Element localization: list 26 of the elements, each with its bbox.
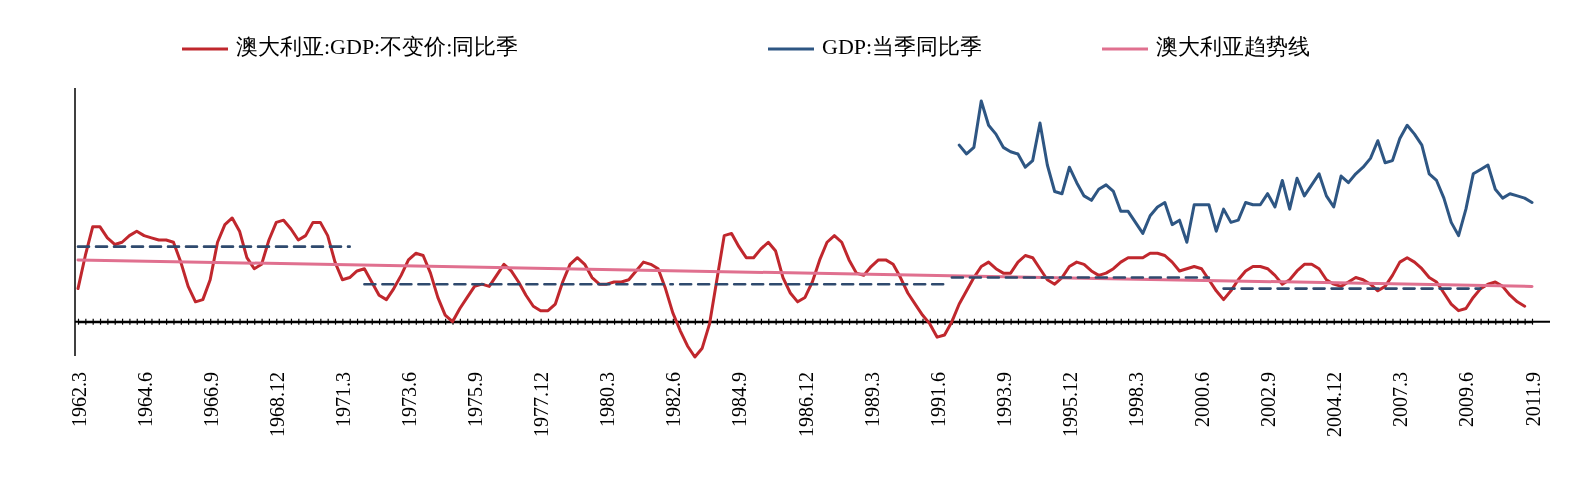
x-tick-label: 1984.9 xyxy=(728,372,751,427)
x-tick-label: 1986.12 xyxy=(794,372,817,437)
x-tick-label: 1968.12 xyxy=(265,372,288,437)
x-tick-label: 2002.9 xyxy=(1257,372,1280,427)
x-tick-label: 1982.6 xyxy=(662,372,685,427)
x-tick-label: 1964.6 xyxy=(133,372,156,427)
x-tick-label: 1993.9 xyxy=(992,372,1015,427)
x-tick-label: 1977.12 xyxy=(530,372,553,437)
legend-label: 澳大利亚:GDP:不变价:同比季 xyxy=(236,34,519,60)
x-tick-label: 1973.6 xyxy=(397,372,420,427)
x-tick-label: 1995.12 xyxy=(1058,372,1081,437)
x-tick-label: 1991.6 xyxy=(926,372,949,427)
x-tick-label: 2011.9 xyxy=(1521,372,1544,427)
x-tick-label: 1962.3 xyxy=(67,372,90,427)
x-tick-label: 2004.12 xyxy=(1323,372,1346,437)
legend-label: 澳大利亚趋势线 xyxy=(1156,34,1310,60)
x-tick-label: 1971.3 xyxy=(331,372,354,427)
x-tick-label: 2000.6 xyxy=(1191,372,1214,427)
x-tick-label: 2009.6 xyxy=(1455,372,1478,427)
x-tick-label: 1975.9 xyxy=(464,372,487,427)
x-tick-label: 1966.9 xyxy=(199,372,222,427)
legend-label: GDP:当季同比季 xyxy=(822,34,983,60)
x-tick-label: 2007.3 xyxy=(1389,372,1412,427)
x-tick-label: 1989.3 xyxy=(860,372,883,427)
x-tick-label: 1980.3 xyxy=(596,372,619,427)
x-tick-label: 1998.3 xyxy=(1124,372,1147,427)
